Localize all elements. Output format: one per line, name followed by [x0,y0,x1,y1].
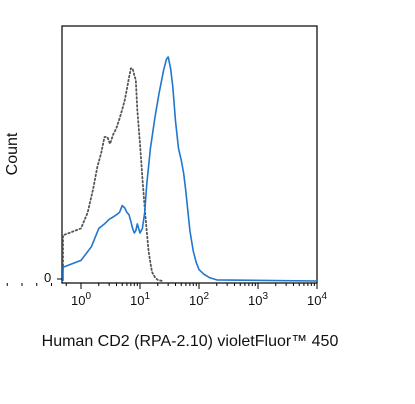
x-axis-ticks [6,278,318,289]
x-axis-tick-labels: 100 101 102 103 104 [71,291,327,308]
y-axis-zero-label: 0 [44,270,51,285]
x-tick-label: 101 [130,291,150,308]
control-histogram-line [62,67,164,282]
x-axis-label: Human CD2 (RPA-2.10) violetFluor™ 450 [42,333,339,350]
x-tick-label: 100 [71,291,91,308]
x-tick-label: 104 [307,291,327,308]
y-axis-label: Count [4,132,21,175]
x-tick-label: 102 [189,291,209,308]
stained-histogram-line [62,56,318,282]
x-tick-label: 103 [248,291,268,308]
histogram-series [62,56,318,282]
